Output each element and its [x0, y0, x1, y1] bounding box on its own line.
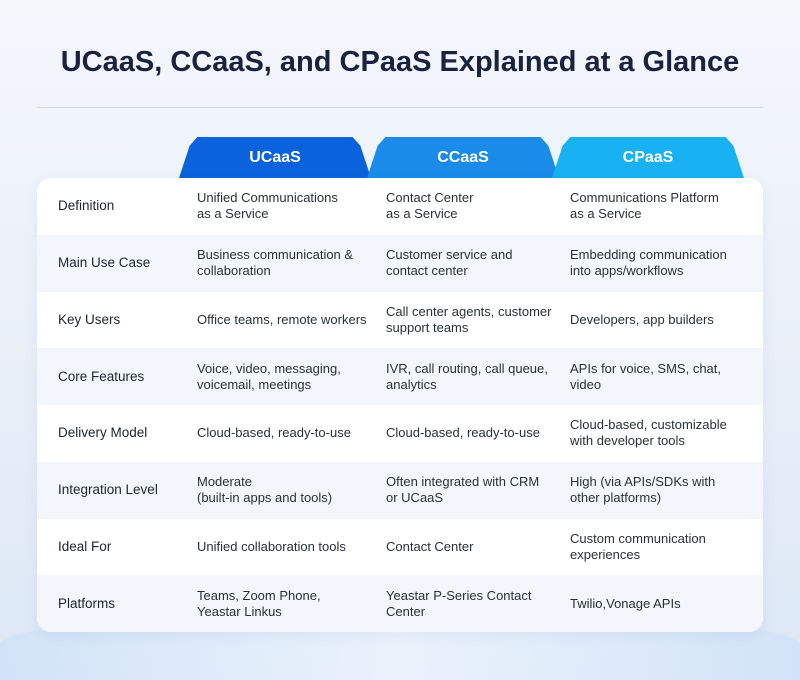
- cell-ucaas: Unified Communications as a Service: [197, 190, 338, 222]
- cell-ucaas: Voice, video, messaging, voicemail, meet…: [197, 360, 341, 392]
- cell-ucaas: Teams, Zoom Phone, Yeastar Linkus: [197, 587, 321, 619]
- row-label: Ideal For: [58, 538, 112, 554]
- cell-ucaas: Moderate (built-in apps and tools): [197, 474, 333, 506]
- table-row: Key Users Office teams, remote workers Cal…: [37, 292, 763, 349]
- cell-ucaas: Cloud-based, ready-to-use: [197, 425, 351, 441]
- cell-cpaas: Communications Platform as a Service: [570, 190, 719, 222]
- cell-cpaas: Developers, app builders: [570, 311, 714, 327]
- cell-ccaas: IVR, call routing, call queue, analytics: [386, 360, 548, 392]
- cell-cpaas: APIs for voice, SMS, chat, video: [570, 360, 721, 392]
- cell-cpaas: Custom communication experiences: [570, 530, 706, 562]
- cell-cpaas: Embedding communication into apps/workfl…: [570, 247, 727, 279]
- divider: [37, 107, 763, 108]
- table-row: Core Features Voice, video, messaging, vo…: [37, 348, 763, 405]
- cell-ccaas: Call center agents, customer support tea…: [386, 303, 552, 335]
- table-row: Definition Unified Communications as a Se…: [37, 178, 763, 235]
- cell-cpaas: Twilio,Vonage APIs: [570, 595, 681, 611]
- cell-ucaas: Business communication & collaboration: [197, 247, 354, 279]
- row-label: Key Users: [58, 311, 121, 327]
- column-header-cpaas: CPaaS: [551, 137, 745, 181]
- cell-ccaas: Yeastar P-Series Contact Center: [386, 587, 532, 619]
- cell-ccaas: Contact Center: [386, 538, 474, 554]
- row-label: Platforms: [58, 595, 116, 611]
- cell-ucaas: Unified collaboration tools: [197, 538, 346, 554]
- table-row: Integration Level Moderate (built-in apps…: [37, 461, 763, 519]
- cell-ucaas: Office teams, remote workers: [197, 311, 367, 327]
- comparison-table: Definition Unified Communications as a Se…: [37, 178, 763, 632]
- column-header-ucaas: UCaaS: [178, 137, 372, 181]
- row-label: Core Features: [58, 368, 145, 384]
- page-title: UCaaS, CCaaS, and CPaaS Explained at a G…: [60, 46, 740, 78]
- column-header-ccaas: CCaaS: [366, 137, 560, 181]
- row-label: Delivery Model: [58, 425, 148, 441]
- cell-cpaas: High (via APIs/SDKs with other platforms…: [570, 474, 716, 506]
- row-label: Main Use Case: [58, 255, 151, 271]
- cell-ccaas: Often integrated with CRM or UCaaS: [386, 474, 540, 506]
- cell-ccaas: Contact Center as a Service: [386, 190, 474, 222]
- cell-ccaas: Cloud-based, ready-to-use: [386, 425, 540, 441]
- cell-ccaas: Customer service and contact center: [386, 247, 513, 279]
- table-row: Main Use Case Business communication & co…: [37, 234, 763, 292]
- row-label: Integration Level: [58, 482, 158, 498]
- table-row: Ideal For Unified collaboration tools Cont…: [37, 519, 763, 576]
- table-row: Delivery Model Cloud-based, ready-to-use C…: [37, 405, 763, 462]
- row-label: Definition: [58, 198, 115, 214]
- table-row: Platforms Teams, Zoom Phone, Yeastar Link…: [37, 575, 763, 632]
- cell-cpaas: Cloud-based, customizable with developer…: [570, 417, 727, 449]
